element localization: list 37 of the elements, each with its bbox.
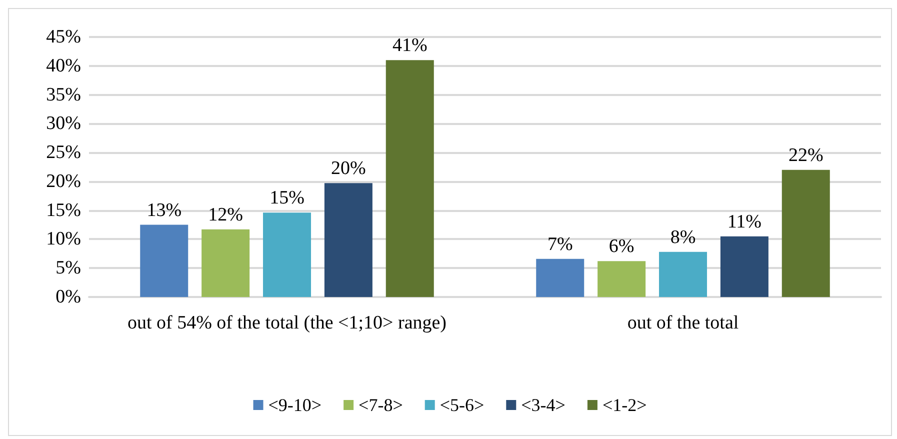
x-tick-label: out of 54% of the total (the <1;10> range) xyxy=(127,312,447,334)
bar xyxy=(720,236,768,297)
data-label: 22% xyxy=(788,144,824,166)
bar xyxy=(324,183,372,297)
data-label: 41% xyxy=(392,35,428,56)
data-label: 6% xyxy=(608,236,634,258)
y-tick-label: 15% xyxy=(46,200,82,221)
bar xyxy=(659,252,707,297)
y-tick-label: 45% xyxy=(46,26,82,48)
data-label: 15% xyxy=(270,188,305,209)
data-label: 7% xyxy=(547,234,573,255)
bar xyxy=(598,261,646,297)
data-label: 11% xyxy=(727,211,762,232)
data-label: 20% xyxy=(331,158,366,180)
legend-label: <5-6> xyxy=(440,395,484,415)
legend-label: <7-8> xyxy=(358,395,403,415)
y-tick-label: 25% xyxy=(46,142,82,164)
legend-label: <1-2> xyxy=(602,395,647,415)
data-label: 12% xyxy=(208,204,244,226)
bar xyxy=(386,60,434,297)
bar xyxy=(536,258,584,297)
y-tick-label: 30% xyxy=(46,113,82,134)
data-label: 13% xyxy=(146,200,182,221)
bar xyxy=(140,224,188,297)
y-tick-label: 5% xyxy=(56,258,82,279)
data-label: 8% xyxy=(670,226,696,248)
x-tick-label: out of the total xyxy=(627,312,739,334)
y-tick-label: 40% xyxy=(46,55,82,76)
y-tick-label: 0% xyxy=(56,286,82,308)
legend-label: <9-10> xyxy=(268,395,322,415)
bar xyxy=(263,212,311,297)
y-tick-label: 20% xyxy=(46,170,82,192)
legend-label: <3-4> xyxy=(521,395,566,415)
bar xyxy=(782,170,830,297)
bar xyxy=(202,229,250,297)
y-tick-label: 10% xyxy=(46,228,82,250)
y-tick-label: 35% xyxy=(46,84,82,106)
